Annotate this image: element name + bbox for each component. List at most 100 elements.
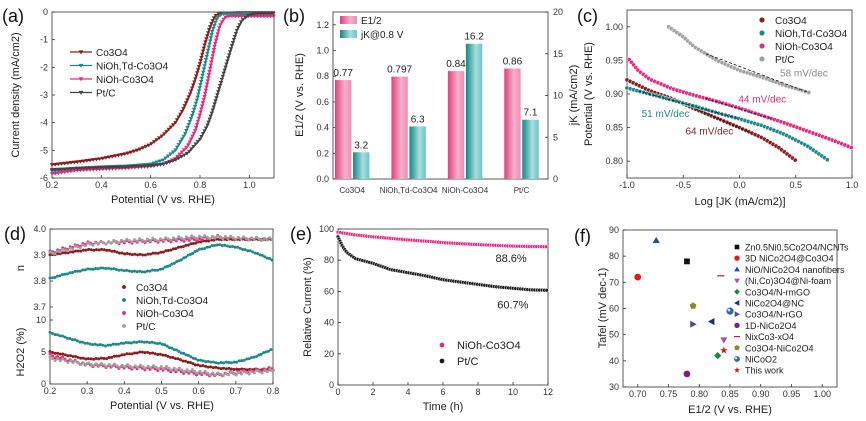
category-label: Pt/C	[514, 186, 530, 195]
series	[335, 229, 549, 249]
data-point	[260, 371, 264, 375]
y-tick-label: 0	[41, 379, 46, 389]
data-point	[219, 367, 223, 371]
y-tick-label: 0.4	[316, 123, 329, 133]
data-point	[206, 359, 210, 363]
data-point	[176, 142, 181, 147]
data-point	[110, 364, 114, 368]
data-point	[176, 357, 180, 361]
data-point	[73, 269, 77, 273]
data-point	[110, 355, 114, 359]
bar	[353, 152, 370, 179]
bar-value-label: 0.77	[333, 68, 353, 79]
data-point	[115, 250, 119, 254]
y-tick-label: 5	[553, 132, 558, 142]
data-point	[137, 147, 143, 152]
data-point	[116, 153, 121, 158]
data-point	[203, 61, 208, 66]
data-point	[86, 267, 90, 271]
slope-annotation: 64 mV/dec	[686, 126, 734, 137]
data-point	[163, 343, 167, 347]
y-tick-label: 10	[553, 91, 563, 101]
data-point	[186, 253, 190, 257]
data-point	[81, 166, 87, 171]
data-point	[195, 68, 201, 72]
data-point	[266, 349, 270, 353]
data-point	[229, 367, 233, 371]
retention-annotation: 60.7%	[497, 300, 528, 312]
data-point	[84, 168, 90, 172]
data-point	[138, 350, 142, 354]
x-tick-label: 1.0	[846, 180, 859, 190]
data-point	[101, 241, 105, 245]
legend-label: NiOh-Co3O4	[775, 42, 833, 53]
data-point	[252, 12, 257, 17]
legend-marker	[734, 336, 740, 338]
data-point	[53, 252, 57, 256]
data-point	[93, 342, 97, 346]
data-point	[127, 239, 131, 243]
data-point	[689, 302, 697, 309]
data-point	[726, 307, 734, 315]
data-point	[189, 114, 195, 118]
legend-marker	[733, 255, 741, 262]
data-point	[174, 118, 180, 122]
data-point	[58, 359, 62, 363]
data-point	[75, 168, 80, 173]
data-point	[714, 352, 722, 360]
legend-marker	[439, 358, 445, 364]
data-point	[251, 250, 255, 254]
data-point	[133, 364, 137, 368]
data-point	[209, 57, 215, 62]
series	[48, 355, 274, 378]
data-point	[265, 238, 269, 242]
x-tick-label: 0.8	[194, 180, 207, 190]
data-point	[199, 55, 204, 60]
data-point	[145, 237, 149, 241]
data-point	[151, 364, 155, 368]
data-point	[102, 363, 106, 367]
data-point	[216, 12, 221, 17]
data-point	[226, 56, 231, 61]
data-point	[213, 99, 218, 104]
data-point	[158, 162, 163, 167]
legend-label: NiOh,Td-Co3O4	[96, 62, 169, 73]
data-point	[209, 360, 213, 364]
data-point	[185, 237, 189, 241]
data-point	[101, 343, 105, 347]
data-point	[222, 68, 227, 73]
data-point	[188, 137, 194, 142]
data-point	[204, 85, 209, 90]
data-point	[193, 101, 199, 106]
series	[49, 11, 276, 172]
data-point	[204, 364, 208, 368]
data-point	[79, 363, 83, 367]
data-point	[103, 156, 109, 160]
data-point	[130, 253, 134, 257]
data-point	[242, 235, 246, 239]
data-point	[63, 272, 67, 276]
data-point	[151, 351, 155, 355]
data-point	[84, 363, 88, 367]
bar-value-label: 0.86	[503, 57, 523, 68]
data-point	[53, 333, 57, 337]
data-point	[97, 363, 101, 367]
data-point	[182, 256, 186, 260]
data-point	[48, 350, 52, 354]
bar	[522, 119, 539, 179]
data-point	[175, 259, 179, 263]
x-tick-label: 6	[440, 387, 445, 397]
data-point	[236, 14, 241, 19]
bar	[391, 76, 408, 179]
data-point	[238, 20, 244, 25]
data-point	[65, 167, 71, 172]
y-tick-label: 0	[43, 7, 48, 17]
data-point	[114, 240, 118, 244]
data-point	[168, 355, 172, 359]
data-point	[100, 362, 104, 366]
data-point	[88, 342, 92, 346]
x-tick-label: 10	[508, 387, 518, 397]
data-point	[182, 237, 186, 241]
data-point	[140, 340, 144, 344]
data-point	[122, 239, 126, 243]
